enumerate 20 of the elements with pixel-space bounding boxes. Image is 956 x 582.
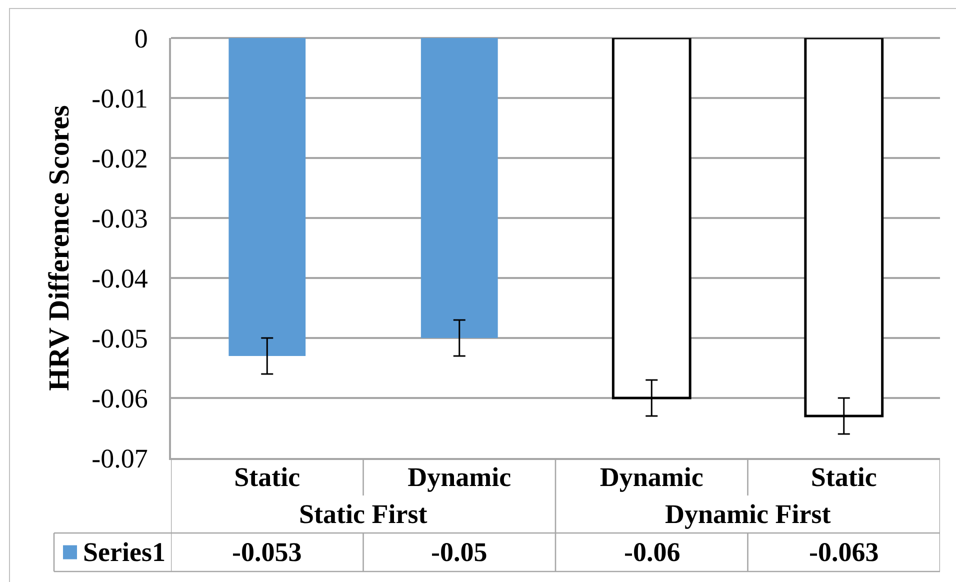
y-tick-label: -0.04 [92,263,148,294]
y-tick-label: -0.02 [92,143,148,174]
y-tick-label: -0.01 [92,83,148,114]
text: Static First [299,499,428,529]
data-label: -0.06 [624,537,680,567]
y-tick-label: -0.07 [92,443,148,474]
y-tick-label: -0.05 [92,323,148,354]
data-label: -0.053 [232,537,302,567]
y-tick-label: 0 [134,23,148,54]
y-tick-label: -0.03 [92,203,148,234]
y-axis-title: HRV Difference Scores [43,105,76,391]
x-tick-label: Dynamic [600,462,704,492]
text: Dynamic First [665,499,831,529]
y-tick-label: -0.06 [92,383,148,414]
x-tick-label: Dynamic [408,462,512,492]
data-label: -0.05 [431,537,488,567]
x-tick-label: Static [234,462,300,492]
legend-label: Series1 [83,537,166,567]
data-label: -0.063 [809,537,879,567]
x-tick-label: Static [810,462,877,492]
